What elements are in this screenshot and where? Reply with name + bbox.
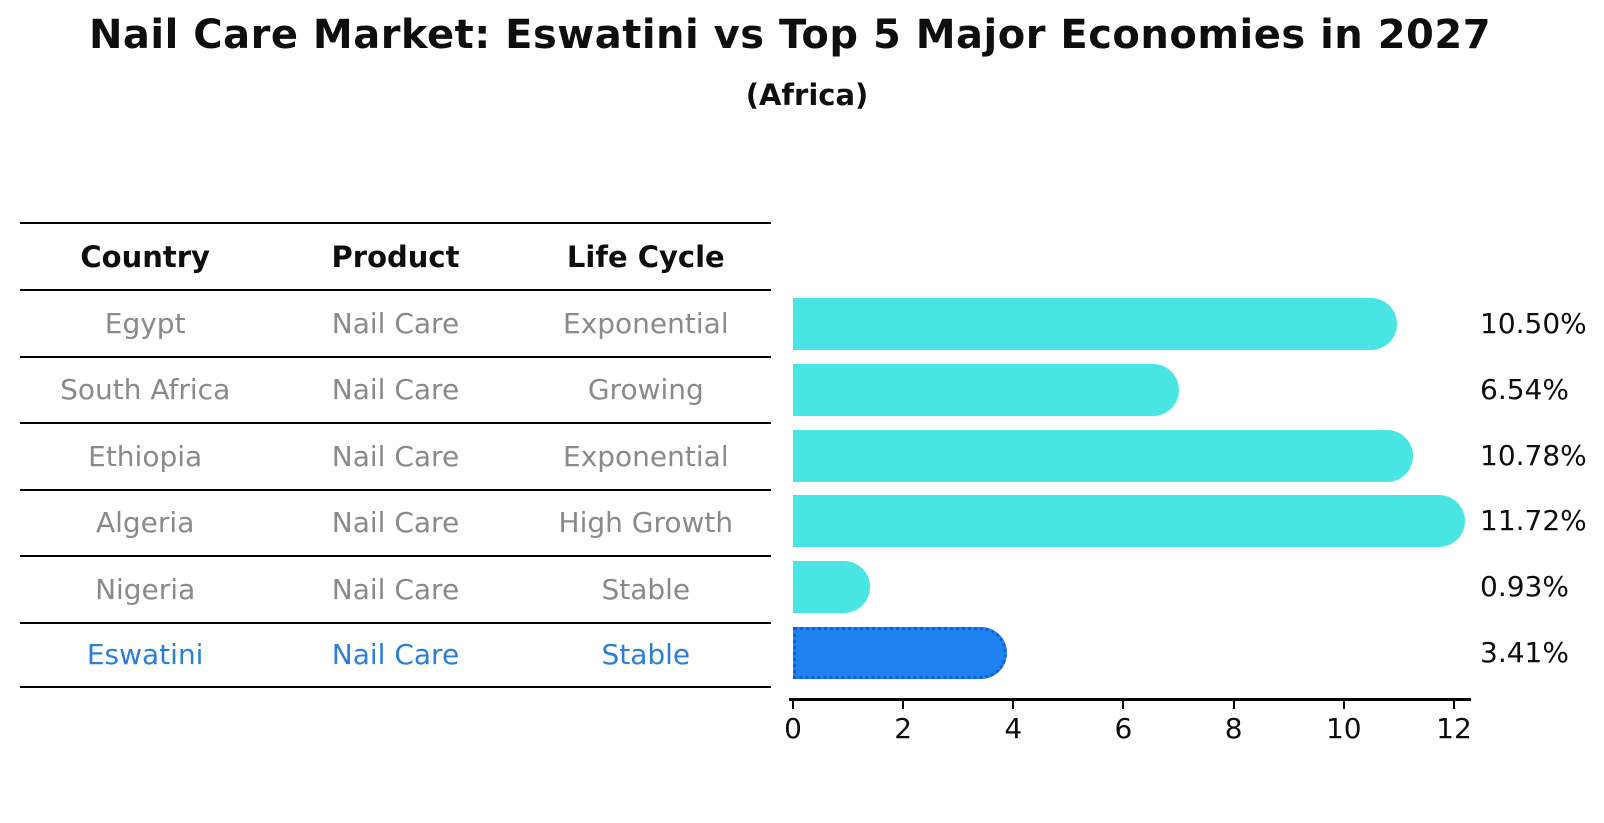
- table-cell-country: South Africa: [60, 373, 231, 407]
- bar-ethiopia: [793, 429, 1413, 482]
- table-header-product: Product: [331, 239, 460, 274]
- x-tick-label-12: 12: [1436, 712, 1472, 745]
- table-cell-product: Nail Care: [331, 306, 460, 340]
- x-tick-mark-12: [1452, 701, 1455, 709]
- table-row-nigeria: Nigeria Nail Care Stable: [20, 555, 771, 622]
- x-tick-mark-2: [902, 701, 905, 709]
- x-tick-label-0: 0: [784, 712, 802, 745]
- table-cell-life-cycle: Growing: [587, 373, 704, 407]
- table-cell-life-cycle: Stable: [601, 638, 691, 672]
- x-tick-label-10: 10: [1325, 712, 1362, 745]
- table-cell-product: Nail Care: [331, 439, 460, 473]
- table-row-south-africa: South Africa Nail Care Growing: [20, 355, 771, 423]
- value-label-egypt: 10.50%: [1480, 307, 1587, 340]
- bar-nigeria: [793, 561, 870, 614]
- bar-south-africa: [793, 363, 1179, 416]
- chart-title: Nail Care Market: Eswatini vs Top 5 Majo…: [88, 12, 1492, 58]
- value-label-nigeria: 0.93%: [1480, 570, 1569, 604]
- table-cell-product: Nail Care: [331, 572, 460, 606]
- table-cell-country: Eswatini: [86, 638, 204, 672]
- table-cell-country: Egypt: [104, 306, 186, 340]
- table-cell-life-cycle: High Growth: [558, 506, 734, 540]
- x-tick-label-8: 8: [1224, 712, 1243, 745]
- table-cell-product: Nail Care: [331, 506, 460, 540]
- bar-eswatini: [793, 627, 1007, 679]
- chart-subtitle: (Africa): [745, 78, 869, 112]
- table-row-algeria: Algeria Nail Care High Growth: [20, 488, 771, 556]
- value-label-south-africa: 6.54%: [1480, 372, 1569, 406]
- table-header-life-cycle: Life Cycle: [566, 239, 725, 274]
- table-cell-country: Ethiopia: [88, 439, 203, 473]
- table-header-row: Country Product Life Cycle: [20, 222, 771, 289]
- x-tick-label-4: 4: [1004, 712, 1023, 745]
- x-axis-line: [789, 698, 1471, 701]
- table-cell-life-cycle: Exponential: [563, 439, 729, 473]
- x-tick-mark-8: [1232, 701, 1235, 709]
- table-cell-life-cycle: Stable: [601, 572, 691, 606]
- table-row-eswatini: Eswatini Nail Care Stable: [20, 621, 771, 688]
- table-cell-country: Nigeria: [95, 572, 196, 606]
- x-tick-mark-6: [1122, 701, 1125, 709]
- table-cell-product: Nail Care: [331, 638, 460, 672]
- bar-egypt: [793, 298, 1397, 350]
- table-row-egypt: Egypt Nail Care Exponential: [20, 289, 771, 356]
- value-label-algeria: 11.72%: [1480, 504, 1587, 538]
- table-header-country: Country: [80, 239, 210, 274]
- x-tick-mark-10: [1342, 701, 1345, 709]
- x-tick-label-2: 2: [894, 712, 913, 745]
- table-cell-country: Algeria: [95, 506, 195, 540]
- x-tick-mark-4: [1012, 701, 1015, 709]
- bar-algeria: [793, 495, 1465, 548]
- table-cell-life-cycle: Exponential: [563, 306, 729, 340]
- x-tick-label-6: 6: [1114, 712, 1133, 745]
- table-cell-product: Nail Care: [331, 373, 460, 407]
- country-table: Country Product Life Cycle Egypt Nail Care Ex…: [20, 222, 771, 688]
- table-row-ethiopia: Ethiopia Nail Care Exponential: [20, 422, 771, 489]
- x-tick-mark-0: [792, 701, 794, 709]
- value-label-ethiopia: 10.78%: [1480, 438, 1587, 472]
- value-label-eswatini: 3.41%: [1480, 636, 1569, 669]
